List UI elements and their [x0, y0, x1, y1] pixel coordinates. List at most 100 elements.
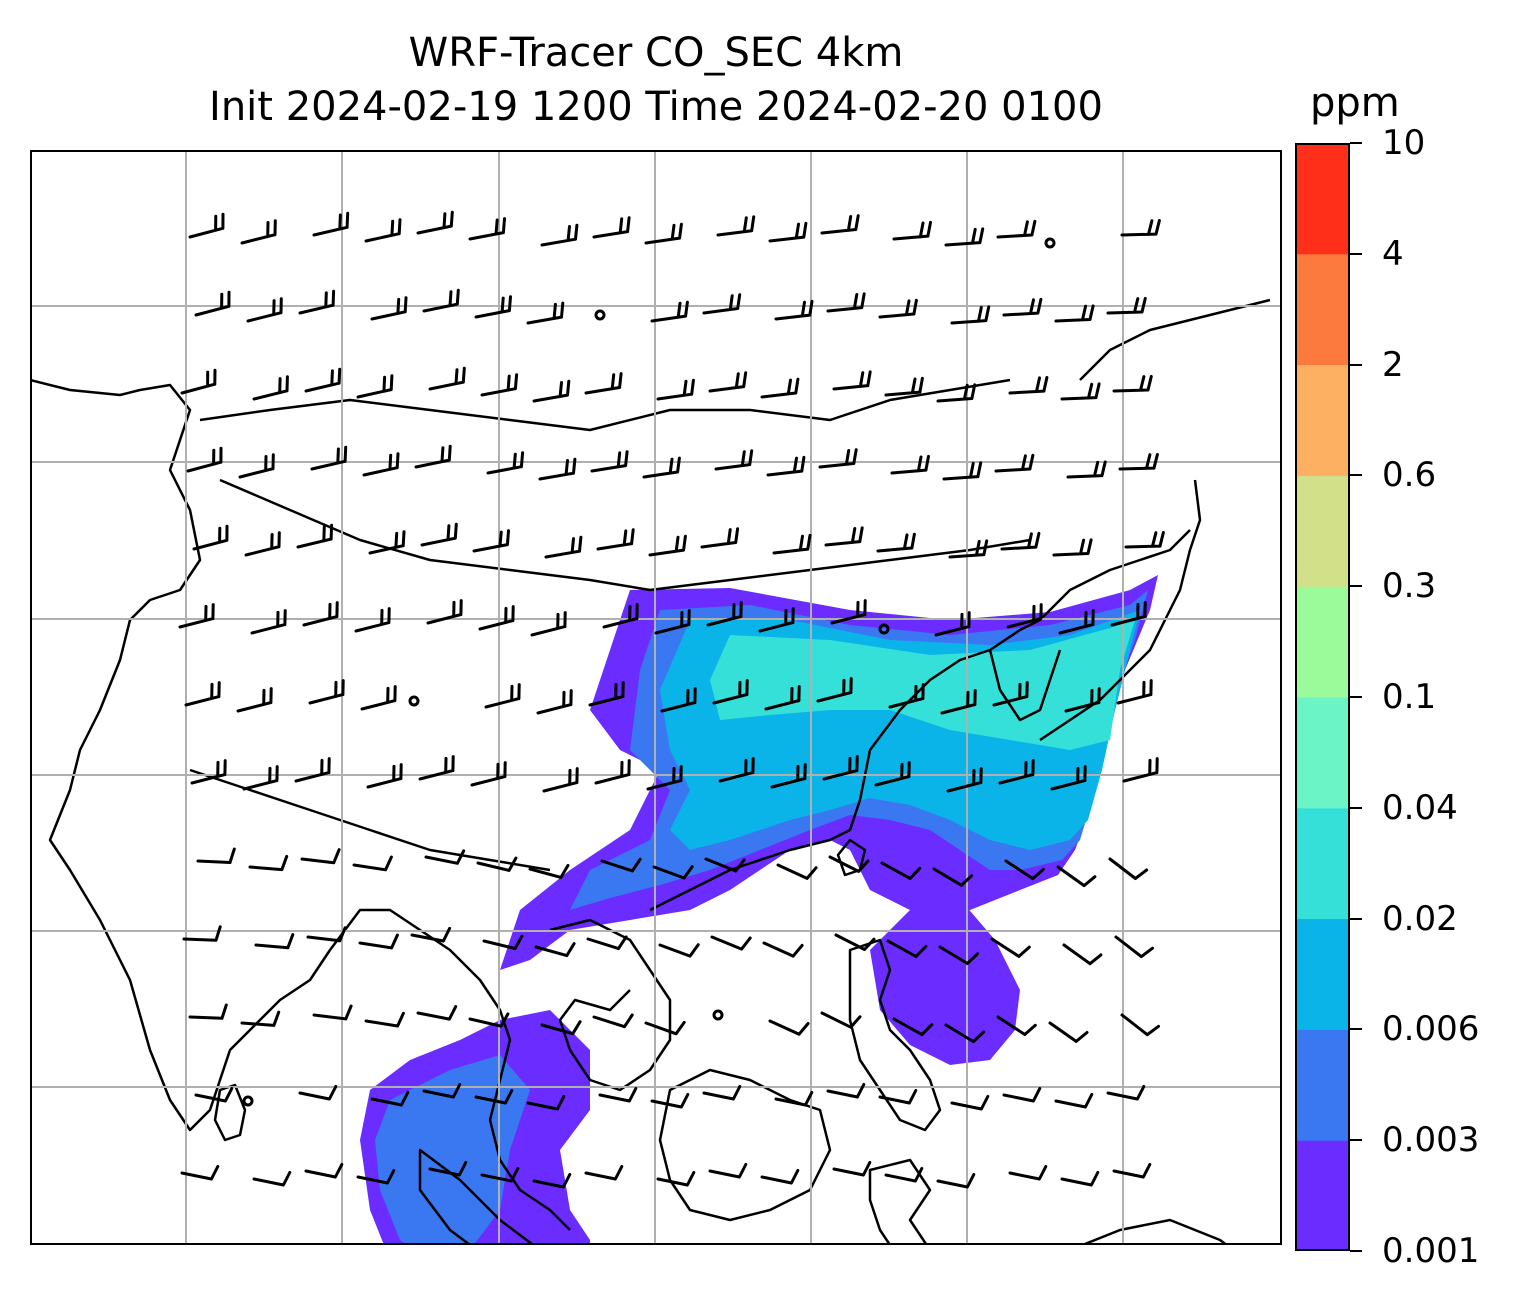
wind-barb: [1118, 453, 1159, 471]
wind-barb: [934, 611, 971, 637]
colorbar-tick-label: 0.3: [1382, 566, 1437, 607]
wind-barb: [362, 452, 400, 477]
wind-barb: [820, 1011, 862, 1029]
wind-barb: [996, 219, 1037, 239]
wind-barb: [532, 379, 571, 403]
wind-barb: [544, 535, 583, 559]
wind-barb: [828, 855, 870, 873]
wind-barb: [704, 857, 746, 873]
wind-barb: [480, 373, 519, 397]
wind-barb: [1054, 1093, 1094, 1109]
colorbar-tick-label: 0.001: [1382, 1231, 1480, 1271]
wind-barb: [428, 366, 466, 391]
wind-barb: [816, 677, 853, 703]
wind-barb: [946, 767, 983, 793]
colorbar-border: [1295, 143, 1350, 1251]
wind-barb: [936, 383, 977, 403]
colorbar-tick-label: 0.006: [1382, 1009, 1480, 1050]
wind-barb: [648, 534, 687, 557]
wind-barb: [592, 216, 631, 239]
wind-barb: [528, 863, 570, 879]
wind-barb: [530, 611, 567, 637]
colorbar-segment: [1295, 1029, 1350, 1141]
wind-barb: [302, 601, 339, 627]
wind-barb: [298, 1085, 338, 1101]
colorbar-segment: [1295, 253, 1350, 366]
plume-east-blob: [870, 905, 1020, 1065]
wind-barb: [240, 1010, 281, 1027]
wind-barb: [188, 1003, 228, 1020]
wind-barb: [832, 1161, 872, 1177]
wind-barb: [774, 299, 814, 321]
wind-barb: [826, 292, 866, 313]
map-border: [30, 150, 1282, 1245]
wind-barb: [948, 539, 989, 559]
wind-barb: [236, 687, 273, 713]
wind-barb: [818, 448, 858, 469]
wind-barb: [1114, 935, 1154, 959]
wind-barb: [470, 761, 507, 787]
wind-barb: [424, 849, 466, 865]
wind-barb: [356, 1169, 396, 1185]
wind-barb: [1002, 1087, 1042, 1103]
wind-barb: [298, 289, 336, 315]
wind-barb: [760, 377, 800, 399]
wind-barb: [716, 215, 756, 237]
colorbar-tick-label: 0.003: [1382, 1120, 1480, 1161]
wind-barb: [892, 220, 932, 241]
wind-barb: [480, 1167, 520, 1183]
coastlines: [30, 298, 1271, 1245]
wind-barb: [1106, 296, 1147, 315]
wind-barb: [942, 461, 983, 481]
wind-barb: [300, 848, 341, 865]
colorbar-tick-mark: [1350, 917, 1362, 920]
wind-barb: [1060, 1171, 1100, 1187]
wind-barb: [244, 531, 281, 557]
wind-barb: [238, 453, 275, 479]
wind-barb: [708, 1163, 748, 1179]
wind-barb: [248, 854, 289, 872]
wind-barb: [584, 1165, 624, 1181]
wind-barb: [654, 609, 691, 635]
wind-barb: [366, 763, 403, 789]
wind-barb: [878, 1089, 918, 1105]
wind-barb: [776, 863, 818, 880]
wind-barb: [426, 599, 463, 625]
wind-barb: [354, 607, 391, 633]
gridlines: [30, 150, 1282, 1245]
colorbar-segment: [1295, 143, 1350, 255]
wind-barb: [370, 296, 408, 321]
colorbar-tick-mark: [1350, 1139, 1362, 1142]
wind-barb: [246, 297, 283, 323]
wind-barb: [660, 687, 697, 713]
colorbar-tick-mark: [1350, 142, 1362, 144]
wind-barb: [644, 222, 683, 245]
wind-barb: [416, 1005, 458, 1021]
wind-barb: [194, 290, 231, 317]
coast-china-border: [219, 478, 1031, 592]
wind-barb: [304, 367, 342, 393]
wind-barb: [468, 217, 506, 241]
wind-barb: [542, 767, 579, 793]
wind-barb: [468, 1012, 510, 1028]
wind-barb: [1062, 943, 1103, 966]
wind-barb: [250, 609, 287, 635]
colorbar-tick-mark: [1350, 363, 1362, 366]
title-line-2: Init 2024-02-19 1200 Time 2024-02-20 010…: [209, 84, 1103, 130]
wind-barb: [190, 759, 227, 785]
wind-barb: [1058, 609, 1095, 635]
wind-barb: [764, 685, 801, 711]
wind-barb: [886, 939, 928, 958]
wind-barb: [1054, 304, 1095, 323]
colorbar-segment: [1295, 586, 1350, 698]
coast-mongolia-border: [199, 378, 1011, 432]
wind-barb: [714, 449, 754, 471]
wind-barb: [478, 605, 515, 631]
colorbar-segment: [1295, 475, 1350, 587]
wind-barb: [410, 926, 452, 943]
wind-barb: [996, 1015, 1037, 1036]
wind-barb: [596, 528, 635, 551]
wind-barb: [1004, 859, 1045, 881]
wind-barb: [476, 856, 518, 872]
wind-barb: [650, 1093, 690, 1109]
